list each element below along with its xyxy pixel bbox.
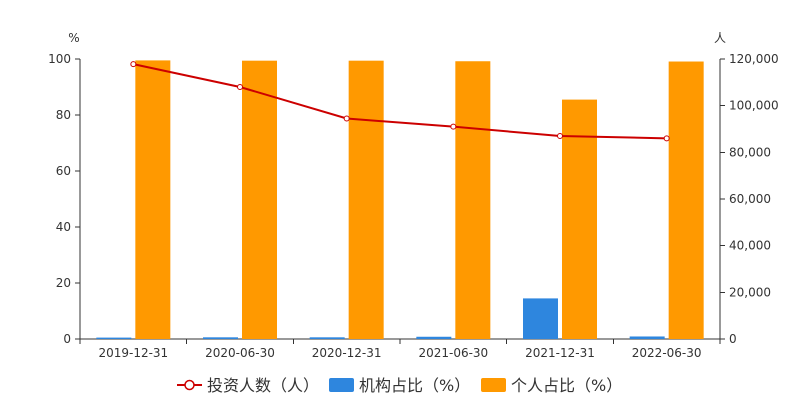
left-axis-tick-label: 0 — [63, 332, 71, 346]
bar — [242, 60, 277, 340]
bar — [523, 298, 558, 339]
legend-marker-icon — [184, 379, 195, 391]
line-point — [450, 123, 457, 130]
legend-item[interactable]: 个人占比（%） — [481, 376, 622, 395]
legend-swatch-icon — [329, 378, 354, 392]
line-point — [343, 115, 350, 122]
line-point — [130, 61, 137, 68]
legend: 投资人数（人） 机构占比（%） 个人占比（%） — [177, 376, 622, 395]
x-axis-tick-label: 2020-06-30 — [205, 346, 275, 360]
line-series-path — [133, 63, 667, 140]
bar — [348, 60, 384, 340]
legend-item[interactable]: 投资人数（人） — [177, 376, 319, 395]
right-axis-tick-label: 40,000 — [729, 239, 771, 253]
left-axis-tick-label: 100 — [48, 52, 71, 66]
line-point — [557, 133, 563, 139]
x-axis-tick-label: 2021-06-30 — [418, 346, 488, 360]
x-axis-tick-label: 2022-06-30 — [632, 346, 702, 360]
x-axis-tick-label: 2021-12-31 — [525, 346, 595, 360]
bar — [668, 61, 704, 340]
legend-swatch-icon — [481, 378, 506, 392]
x-axis: 2019-12-31 2020-06-30 2020-12-31 2021-06-30… — [79, 338, 721, 360]
line-point — [663, 135, 670, 142]
right-axis-tick-label: 60,000 — [729, 192, 771, 206]
bar — [629, 336, 665, 339]
bar — [135, 60, 171, 340]
right-axis-tick-label: 0 — [729, 332, 737, 346]
left-axis-tick-label: 80 — [56, 108, 71, 122]
line-point — [237, 84, 243, 90]
bar — [562, 99, 597, 339]
bar — [309, 337, 345, 339]
legend-label: 个人占比（%） — [511, 376, 622, 395]
left-axis-tick-label: 20 — [56, 276, 71, 290]
left-axis-tick-label: 40 — [56, 220, 71, 234]
legend-label: 投资人数（人） — [207, 376, 319, 395]
right-axis-tick-label: 80,000 — [729, 145, 771, 159]
x-axis-tick-label: 2019-12-31 — [98, 346, 168, 360]
x-axis-tick-label: 2020-12-31 — [312, 346, 382, 360]
legend-label: 机构占比（%） — [359, 376, 470, 395]
line-series — [130, 61, 670, 142]
right-axis-unit: 人 — [714, 31, 726, 45]
right-axis-tick-label: 20,000 — [729, 285, 771, 299]
bar — [96, 337, 132, 339]
bars — [96, 60, 704, 340]
right-axis-tick-label: 120,000 — [729, 52, 779, 66]
right-axis-tick-label: 100,000 — [729, 99, 779, 113]
left-axis-unit: % — [68, 31, 79, 45]
bar — [416, 336, 452, 339]
left-axis: 0 20 40 60 80 100% — [48, 31, 81, 346]
left-axis-tick-label: 60 — [56, 164, 71, 178]
legend-item[interactable]: 机构占比（%） — [329, 376, 470, 395]
bar — [455, 61, 491, 340]
bar — [203, 337, 238, 339]
